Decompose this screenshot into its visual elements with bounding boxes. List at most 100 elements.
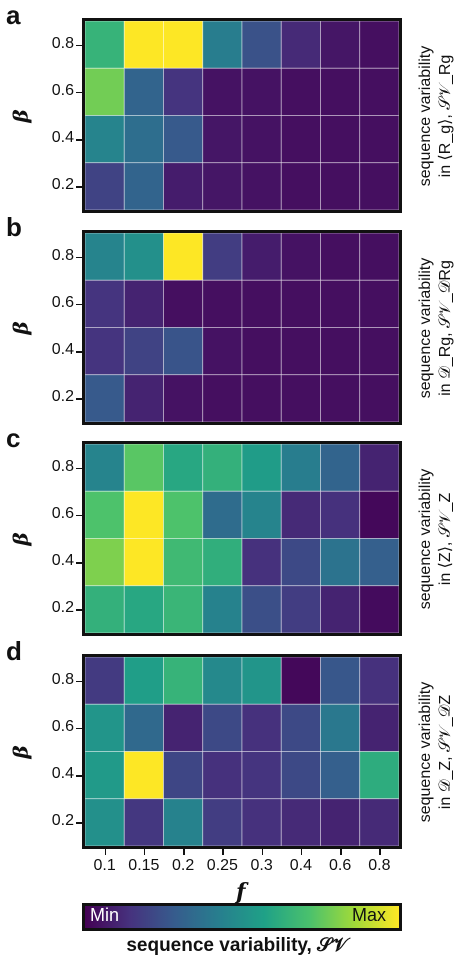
colorbar-min-label: Min bbox=[90, 905, 120, 925]
panel-side-label-text: sequence variability in 𝒟_Rg, 𝒮𝒱_𝒟Rg bbox=[416, 228, 456, 428]
y-tick-mark bbox=[76, 186, 82, 188]
heatmap-cell bbox=[123, 374, 164, 422]
heatmap-cell bbox=[241, 279, 282, 328]
x-tick-mark bbox=[143, 849, 146, 855]
y-tick-label: 0.8 bbox=[51, 34, 74, 52]
side-label-line1: sequence variability bbox=[417, 681, 434, 822]
heatmap-cell bbox=[202, 585, 243, 633]
heatmap-c bbox=[82, 441, 402, 636]
colorbar bbox=[82, 903, 402, 931]
heatmap-cell bbox=[359, 233, 399, 281]
heatmap-cell bbox=[163, 21, 204, 69]
heatmap-cell bbox=[202, 444, 243, 492]
panel-letter: d bbox=[6, 636, 22, 666]
heatmap-cell bbox=[202, 327, 243, 376]
heatmap-b bbox=[82, 230, 402, 425]
heatmap-cell bbox=[163, 67, 204, 116]
x-tick-label: 0.2 bbox=[172, 857, 195, 874]
heatmap-cell bbox=[123, 703, 164, 752]
heatmap-cell bbox=[280, 657, 321, 705]
heatmap-cell bbox=[123, 279, 164, 328]
heatmap-svg bbox=[85, 444, 399, 633]
heatmap-cell bbox=[202, 374, 243, 422]
heatmap-cell bbox=[85, 798, 125, 846]
y-tick-label: 0.6 bbox=[51, 81, 74, 99]
side-label-line2: in 𝒟_Rg, 𝒮𝒱_𝒟Rg bbox=[437, 259, 454, 396]
heatmap-cell bbox=[320, 327, 361, 376]
heatmap-cell bbox=[280, 279, 321, 328]
y-axis-label: β bbox=[8, 108, 33, 123]
x-tick-mark bbox=[104, 849, 107, 855]
y-tick-mark bbox=[76, 91, 82, 94]
heatmap-cell bbox=[202, 233, 243, 281]
heatmap-cell bbox=[280, 798, 321, 846]
heatmap-cell bbox=[359, 21, 399, 69]
heatmap-cell bbox=[359, 279, 399, 328]
heatmap-d bbox=[82, 654, 402, 849]
heatmap-cell bbox=[163, 233, 204, 281]
heatmap-cell bbox=[320, 490, 361, 539]
heatmap-cell bbox=[241, 374, 282, 422]
heatmap-cell bbox=[85, 327, 125, 376]
y-tick-mark bbox=[76, 139, 82, 141]
heatmap-cell bbox=[123, 490, 164, 539]
heatmap-cell bbox=[280, 374, 321, 422]
heatmap-cell bbox=[123, 798, 164, 846]
y-tick-label: 0.2 bbox=[51, 812, 74, 830]
y-tick-label: 0.6 bbox=[51, 293, 74, 311]
y-tick-mark bbox=[76, 303, 82, 306]
heatmap-cell bbox=[202, 538, 243, 587]
y-tick-label: 0.6 bbox=[51, 504, 74, 522]
heatmap-cell bbox=[202, 115, 243, 164]
heatmap-cell bbox=[163, 327, 204, 376]
heatmap-cell bbox=[320, 67, 361, 116]
heatmap-cell bbox=[123, 657, 164, 705]
heatmap-cell bbox=[241, 327, 282, 376]
heatmap-svg bbox=[85, 657, 399, 846]
x-tick-mark bbox=[340, 849, 342, 855]
x-axis-label: f bbox=[236, 879, 246, 905]
heatmap-cell bbox=[320, 233, 361, 281]
x-tick-label: 0.15 bbox=[128, 857, 160, 874]
x-tick-mark bbox=[379, 849, 381, 855]
heatmap-cell bbox=[359, 327, 399, 376]
heatmap-cell bbox=[85, 67, 125, 116]
heatmap-cell bbox=[163, 115, 204, 164]
heatmap-cell bbox=[241, 115, 282, 164]
x-tick-label: 0.1 bbox=[93, 857, 116, 874]
panel-side-label-text: sequence variability in 𝒟_Z, 𝒮𝒱_𝒟Z bbox=[416, 652, 456, 852]
heatmap-cell bbox=[280, 21, 321, 69]
y-tick-mark bbox=[76, 775, 82, 777]
side-label-line1: sequence variability bbox=[417, 45, 434, 186]
heatmap-cell bbox=[163, 162, 204, 210]
panel-side-label: sequence variability in ⟨R_g⟩, 𝒮𝒱_Rg bbox=[406, 18, 466, 213]
heatmap-cell bbox=[280, 233, 321, 281]
heatmap-cell bbox=[320, 798, 361, 846]
heatmap-cell bbox=[359, 115, 399, 164]
heatmap-a bbox=[82, 18, 402, 213]
x-tick-label: 0.6 bbox=[329, 857, 352, 874]
heatmap-cell bbox=[163, 798, 204, 846]
heatmap-cell bbox=[320, 115, 361, 164]
y-axis-label: β bbox=[8, 320, 33, 335]
heatmap-cell bbox=[202, 490, 243, 539]
heatmap-cell bbox=[359, 490, 399, 539]
panel-letter: b bbox=[6, 212, 22, 242]
heatmap-cell bbox=[280, 751, 321, 800]
heatmap-cell bbox=[241, 703, 282, 752]
heatmap-cell bbox=[123, 162, 164, 210]
heatmap-cell bbox=[320, 444, 361, 492]
heatmap-cell bbox=[320, 279, 361, 328]
heatmap-cell bbox=[241, 233, 282, 281]
heatmap-cell bbox=[280, 162, 321, 210]
heatmap-cell bbox=[85, 657, 125, 705]
heatmap-cell bbox=[202, 67, 243, 116]
y-tick-mark bbox=[76, 562, 82, 564]
y-tick-mark bbox=[76, 44, 82, 47]
panel-side-label-text: sequence variability in ⟨R_g⟩, 𝒮𝒱_Rg bbox=[416, 16, 456, 216]
heatmap-cell bbox=[85, 374, 125, 422]
heatmap-cell bbox=[241, 444, 282, 492]
heatmap-cell bbox=[320, 162, 361, 210]
heatmap-cell bbox=[85, 233, 125, 281]
heatmap-cell bbox=[123, 585, 164, 633]
